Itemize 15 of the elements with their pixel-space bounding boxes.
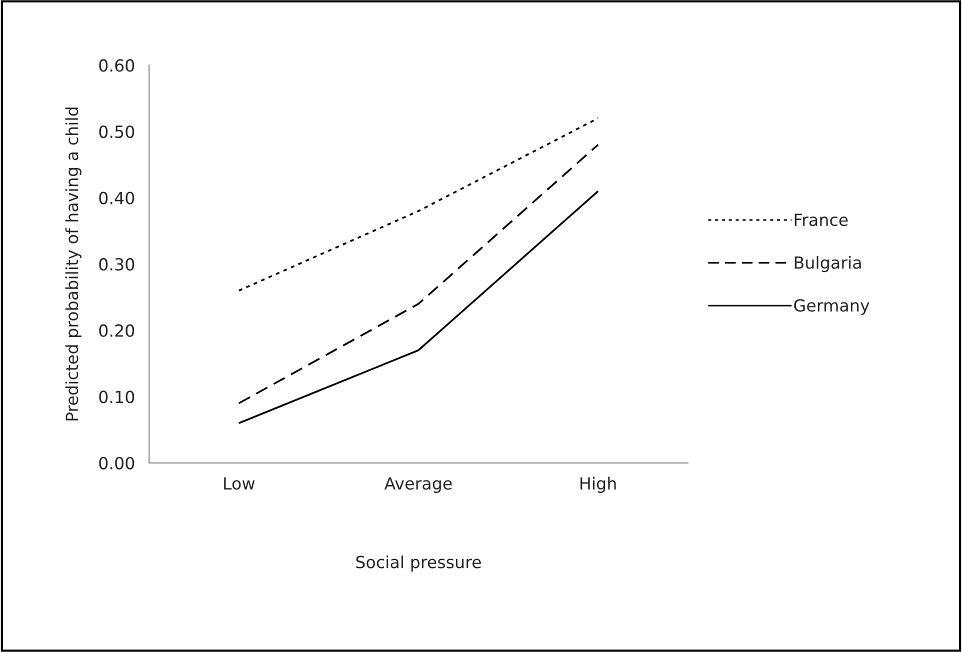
y-axis-title: Predicted probability of having a child xyxy=(65,108,82,420)
y-tick-label: 0.40 xyxy=(99,192,134,204)
x-axis-title: Social pressure xyxy=(356,555,481,572)
y-tick-label: 0.10 xyxy=(99,390,134,404)
y-tick-label: 0.00 xyxy=(99,456,134,470)
y-tick-label: 0.30 xyxy=(99,258,134,271)
y-tick-label: 0.20 xyxy=(99,324,134,337)
y-tick-label: 0.60 xyxy=(99,59,134,72)
text: France xyxy=(794,214,848,226)
text: Bulgaria xyxy=(794,256,861,272)
x-tick-label: Low xyxy=(224,477,255,490)
x-tick-label: Average xyxy=(384,477,452,493)
y-tick-label: 0.50 xyxy=(99,125,134,138)
text: Germany xyxy=(794,299,870,315)
x-tick-label: High xyxy=(580,476,616,493)
